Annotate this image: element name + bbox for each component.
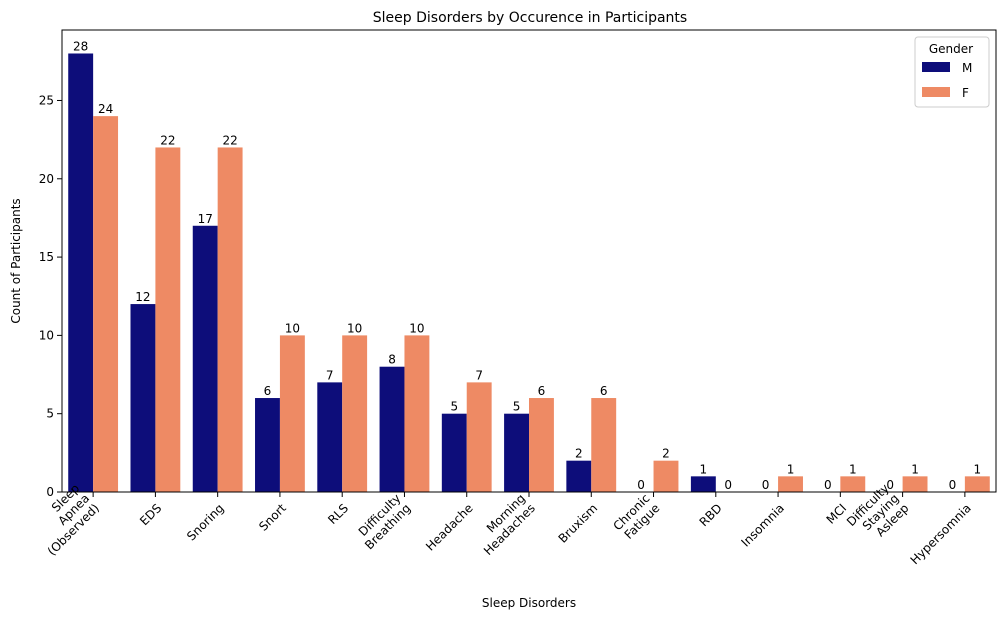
x-tick-label-line: RBD — [697, 501, 725, 529]
bar-value-label: 10 — [409, 321, 424, 335]
bar-value-label: 22 — [160, 133, 175, 147]
bar-f-14 — [964, 476, 990, 492]
bar-f-12 — [840, 476, 866, 492]
bars-group — [68, 53, 990, 493]
x-tick-label-line: RLS — [325, 501, 351, 527]
bar-value-label: 2 — [575, 447, 583, 461]
bar-m-7 — [504, 413, 529, 492]
bar-value-label: 8 — [388, 353, 396, 367]
bar-value-label: 6 — [600, 384, 608, 398]
bar-value-label: 7 — [475, 368, 483, 382]
bar-f-6 — [466, 382, 492, 492]
y-tick-label: 25 — [39, 93, 54, 107]
legend-swatch-m — [922, 62, 950, 72]
bar-value-label: 0 — [724, 478, 732, 492]
bar-value-label: 1 — [849, 462, 857, 476]
y-tick-label: 0 — [46, 485, 54, 499]
x-tick-label-line: Headache — [423, 501, 476, 554]
bar-f-2 — [217, 147, 243, 492]
bar-f-3 — [279, 335, 305, 492]
bar-value-label: 1 — [700, 462, 708, 476]
bar-f-4 — [342, 335, 368, 492]
x-tick-label-line: Insomnia — [738, 501, 787, 550]
bar-f-0 — [93, 116, 119, 492]
y-tick-label: 20 — [39, 172, 54, 186]
legend: Gender MF — [914, 36, 990, 108]
bar-m-4 — [317, 382, 343, 492]
y-tick-label: 15 — [39, 250, 54, 264]
x-tick-label: DifficultyBreathing — [352, 491, 413, 552]
y-axis-ticks: 0 5 10 15 20 25 — [39, 93, 62, 499]
x-tick-label: MCI — [824, 501, 850, 527]
x-tick-label: RBD — [697, 501, 725, 529]
bar-m-3 — [255, 398, 280, 492]
bar-value-label: 5 — [450, 400, 458, 414]
y-axis-label: Count of Participants — [9, 198, 23, 323]
bar-f-9 — [653, 460, 679, 492]
bar-value-label: 10 — [347, 321, 362, 335]
bar-value-label: 6 — [538, 384, 546, 398]
x-tick-label: RLS — [325, 501, 351, 527]
bar-m-8 — [566, 460, 592, 492]
x-tick-label: ChronicFatigue — [610, 491, 662, 543]
bar-f-1 — [155, 147, 181, 492]
bar-value-label: 0 — [637, 478, 645, 492]
x-tick-label: EDS — [137, 501, 164, 528]
bar-m-10 — [690, 476, 716, 492]
bar-value-label: 1 — [787, 462, 795, 476]
bar-m-0 — [68, 53, 94, 493]
x-tick-label: MorningHeadaches — [471, 491, 538, 558]
bar-value-label: 0 — [824, 478, 832, 492]
x-tick-label: Headache — [423, 501, 476, 554]
x-axis-label: Sleep Disorders — [482, 596, 576, 610]
x-tick-label-line: Bruxism — [556, 501, 601, 546]
bar-f-13 — [902, 476, 928, 492]
legend-swatch-f — [922, 87, 950, 97]
bar-value-label: 22 — [222, 133, 237, 147]
bar-f-11 — [778, 476, 803, 492]
bar-value-label: 0 — [762, 478, 770, 492]
legend-label-m: M — [962, 61, 972, 75]
bar-value-label: 0 — [949, 478, 957, 492]
plot-frame — [61, 29, 997, 493]
bar-value-label: 1 — [911, 462, 919, 476]
x-tick-label: SleepApnea(Observed) — [25, 481, 102, 558]
x-tick-label: Insomnia — [738, 501, 787, 550]
bar-value-label: 17 — [198, 212, 213, 226]
bar-value-label: 10 — [285, 321, 300, 335]
x-tick-label-line: MCI — [824, 501, 850, 527]
bar-f-7 — [529, 398, 554, 492]
bar-value-label: 6 — [264, 384, 272, 398]
bar-value-label: 0 — [886, 478, 894, 492]
bar-f-8 — [591, 398, 617, 492]
x-tick-label-line: Snort — [256, 501, 289, 534]
bar-value-label: 24 — [98, 102, 113, 116]
y-tick-label: 10 — [39, 328, 54, 342]
bar-m-6 — [441, 413, 467, 492]
legend-title: Gender — [929, 42, 973, 56]
x-tick-label: Snoring — [184, 501, 226, 543]
x-axis-ticks: SleepApnea(Observed) EDS Snoring Snort RLS Di… — [25, 481, 974, 567]
bar-m-2 — [192, 225, 218, 493]
x-tick-label: Snort — [256, 501, 289, 534]
bar-m-5 — [379, 366, 405, 492]
bar-value-label: 2 — [662, 447, 670, 461]
bar-value-label: 7 — [326, 368, 334, 382]
x-tick-label: Hypersomnia — [908, 501, 974, 567]
x-tick-label-line: EDS — [137, 501, 164, 528]
x-tick-label: Bruxism — [556, 501, 601, 546]
bar-m-1 — [130, 304, 156, 492]
bar-f-5 — [404, 335, 430, 492]
x-tick-label-line: Hypersomnia — [908, 501, 974, 567]
bar-value-label: 28 — [73, 39, 88, 53]
x-tick-label-line: Snoring — [184, 501, 226, 543]
legend-label-f: F — [962, 86, 969, 100]
bar-value-label: 12 — [135, 290, 150, 304]
bar-value-label: 1 — [973, 462, 981, 476]
chart-title: Sleep Disorders by Occurence in Particip… — [373, 10, 687, 26]
y-tick-label: 5 — [46, 407, 54, 421]
bar-value-label: 5 — [513, 400, 521, 414]
